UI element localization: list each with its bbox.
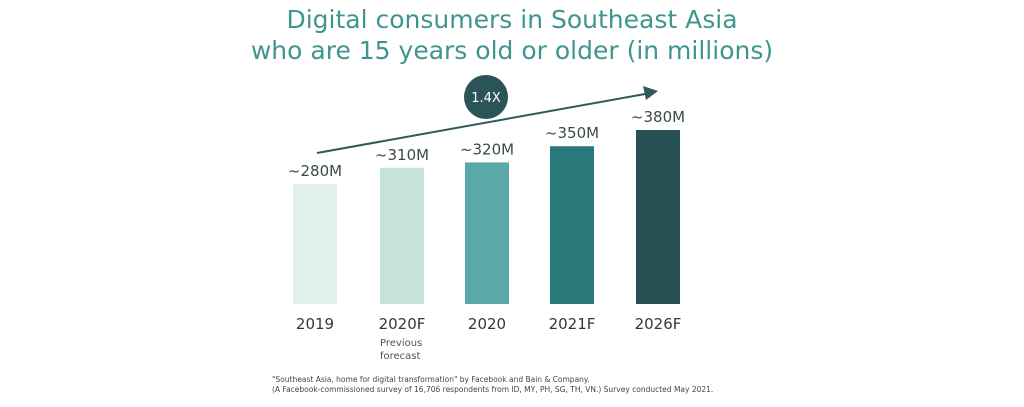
bar-2020: [465, 162, 509, 304]
chart-title: Digital consumers in Southeast Asia who …: [0, 4, 1024, 66]
category-note: forecast: [380, 351, 421, 362]
growth-badge: [464, 75, 508, 119]
growth-arrowhead: [643, 86, 658, 100]
source-line-2: (A Facebook-commissioned survey of 16,70…: [272, 385, 714, 394]
category-note: Previous: [380, 338, 422, 349]
bar-2020F: [380, 167, 424, 304]
source-note: "Southeast Asia, home for digital transf…: [272, 375, 713, 395]
bar-2019: [293, 184, 337, 304]
data-label: ~320M: [460, 140, 514, 158]
data-label: ~280M: [288, 162, 342, 180]
tick-label: 2019: [296, 315, 334, 333]
data-label: ~310M: [375, 146, 429, 164]
title-line-2: who are 15 years old or older (in millio…: [250, 36, 774, 65]
tick-label: 2026F: [635, 315, 682, 333]
data-label: ~380M: [631, 108, 685, 126]
source-line-1: "Southeast Asia, home for digital transf…: [272, 375, 590, 384]
tick-label: 2020F: [379, 315, 426, 333]
growth-arrow-line: [316, 93, 646, 154]
growth-badge-label: 1.4X: [471, 91, 501, 106]
tick-label: 2020: [468, 315, 506, 333]
title-line-1: Digital consumers in Southeast Asia: [286, 5, 738, 34]
data-label: ~350M: [545, 124, 599, 142]
bar-2026F: [636, 130, 680, 304]
bar-2021F: [550, 146, 594, 304]
tick-label: 2021F: [549, 315, 596, 333]
